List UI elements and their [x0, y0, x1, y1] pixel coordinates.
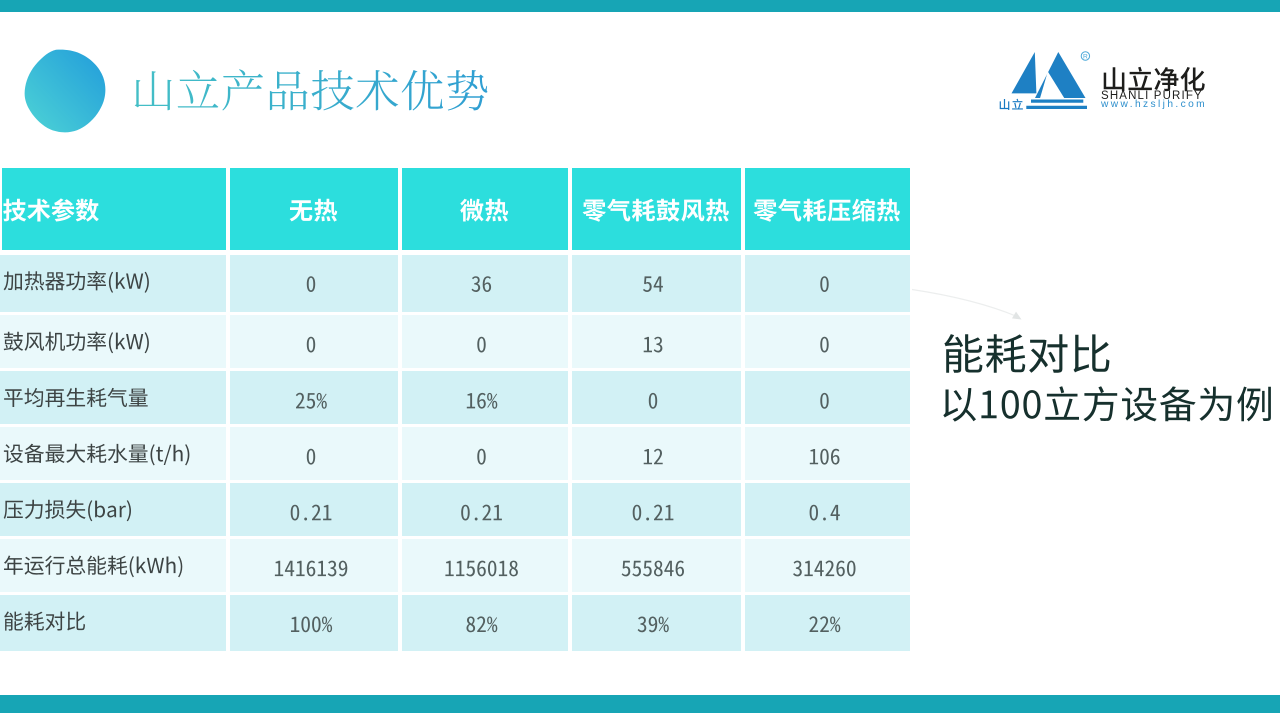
svg-text:R: R — [1083, 54, 1088, 61]
